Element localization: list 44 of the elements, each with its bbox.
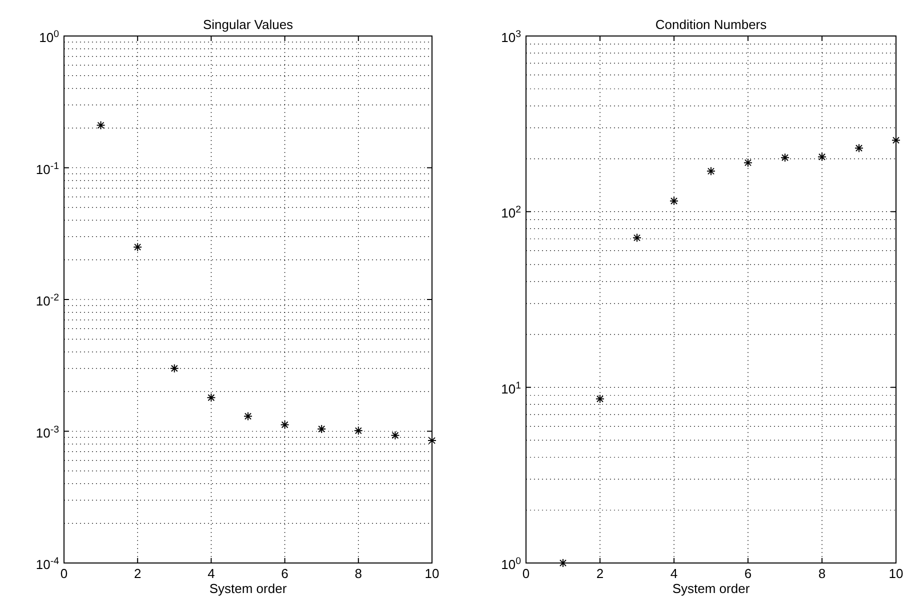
y-tick-label: 10$^{-4}$ xyxy=(36,556,60,572)
y-tick-label: 10$^{-2}$ xyxy=(36,292,59,308)
point xyxy=(244,412,252,421)
x-axis-title: System order xyxy=(672,581,750,596)
x-tick-label: 10 xyxy=(424,566,440,581)
y-tick-label: 10$^{0}$ xyxy=(39,28,60,45)
x-tick-label: 8 xyxy=(818,566,826,581)
point xyxy=(317,424,326,434)
point xyxy=(818,152,826,162)
point xyxy=(280,420,290,430)
chart-title: Condition Numbers xyxy=(655,17,768,32)
x-tick-label: 4 xyxy=(208,566,215,581)
y-tick-label: 10$^{1}$ xyxy=(501,380,521,396)
x-tick-label: 0 xyxy=(60,566,68,581)
point xyxy=(170,364,179,373)
y-tick-label: 10$^{3}$ xyxy=(501,28,521,45)
x-tick-label: 8 xyxy=(354,566,362,581)
point xyxy=(206,393,216,402)
point xyxy=(854,144,864,153)
point xyxy=(744,158,752,168)
point xyxy=(892,136,900,145)
x-tick-label: 2 xyxy=(596,566,604,581)
x-tick-label: 6 xyxy=(281,566,288,581)
x-axis-title: System order xyxy=(209,581,288,596)
y-tick-label: 10$^{0}$ xyxy=(501,556,522,572)
y-tick-label: 10$^{-1}$ xyxy=(36,160,59,177)
point xyxy=(596,394,604,404)
point xyxy=(706,166,716,176)
point xyxy=(670,196,678,206)
point xyxy=(780,153,790,162)
point xyxy=(558,558,568,568)
chart-title: Singular Values xyxy=(202,17,294,32)
point xyxy=(354,426,363,436)
point xyxy=(96,120,106,130)
point xyxy=(390,430,400,440)
y-tick-label: 10$^{2}$ xyxy=(501,204,521,221)
x-tick-label: 10 xyxy=(888,566,904,581)
y-tick-label: 10$^{-3}$ xyxy=(36,424,59,440)
point xyxy=(133,242,142,252)
x-tick-label: 0 xyxy=(522,566,530,581)
point xyxy=(632,233,642,242)
x-tick-label: 2 xyxy=(134,566,142,581)
x-tick-label: 6 xyxy=(744,566,752,581)
x-tick-label: 4 xyxy=(670,566,678,581)
